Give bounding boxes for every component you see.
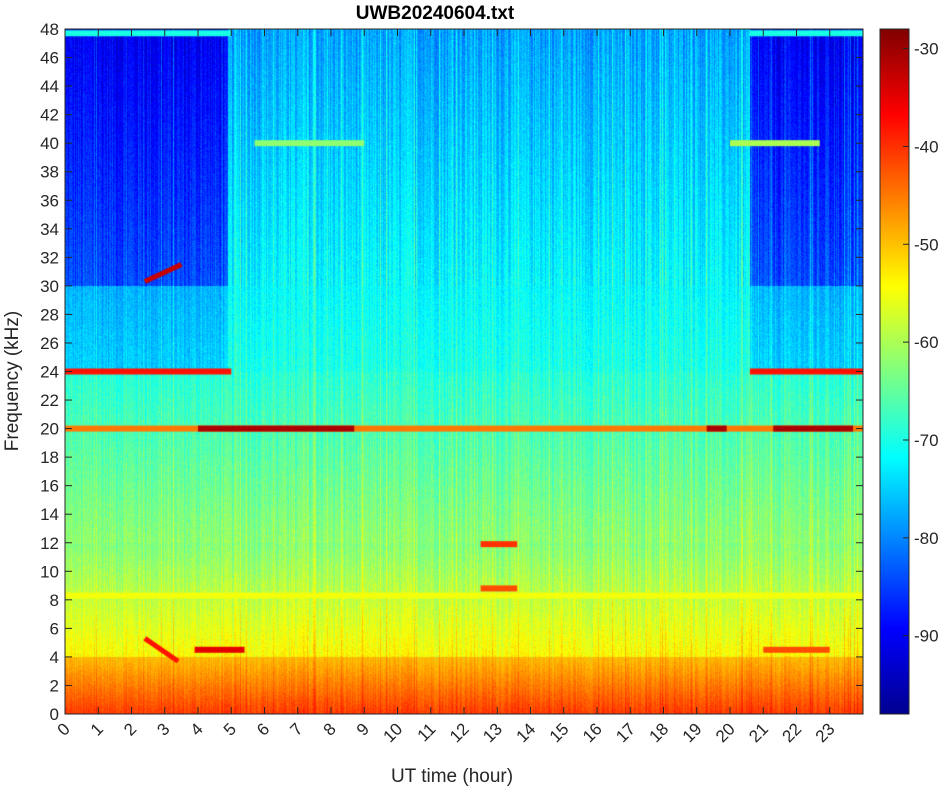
x-tick-label: 19: [679, 719, 706, 746]
colorbar-ticks: -30 -40 -50 -60 -70 -80 -90: [903, 40, 939, 646]
y-tick-label: 40: [40, 134, 59, 153]
x-tick-label: 7: [286, 719, 306, 739]
colorbar-tick-label: -70: [914, 431, 939, 450]
x-tick-label: 1: [87, 719, 107, 739]
y-tick-label: 36: [40, 191, 59, 210]
x-tick-label: 16: [579, 719, 606, 746]
x-tick-label: 2: [120, 719, 140, 739]
y-tick-label: 32: [40, 248, 59, 267]
y-axis-label: Frequency (kHz): [2, 311, 23, 451]
y-tick-label: 4: [50, 648, 59, 667]
x-tick-label: 3: [153, 719, 173, 739]
y-tick-label: 2: [50, 676, 59, 695]
y-tick-label: 46: [40, 49, 59, 68]
y-tick-label: 24: [40, 363, 59, 382]
x-tick-label: 23: [812, 719, 839, 746]
colorbar-tick-label: -50: [914, 235, 939, 254]
colorbar-tick-label: -30: [914, 40, 939, 59]
x-tick-label: 10: [380, 719, 407, 746]
y-tick-label: 22: [40, 391, 59, 410]
x-tick-label: 17: [612, 719, 639, 746]
y-tick-label: 6: [50, 619, 59, 638]
y-tick-label: 48: [40, 20, 59, 39]
x-tick-label: 13: [479, 719, 506, 746]
x-tick-label: 21: [745, 719, 772, 746]
chart-title: UWB20240604.txt: [356, 3, 515, 24]
y-tick-label: 42: [40, 106, 59, 125]
x-tick-label: 4: [187, 719, 207, 739]
colorbar-tick-label: -40: [914, 137, 939, 156]
y-tick-label: 0: [50, 705, 59, 724]
y-axis: 0246810121416182022242628303234363840424…: [40, 20, 863, 724]
colorbar-tick-label: -90: [914, 627, 939, 646]
x-tick-label: 22: [779, 719, 806, 746]
y-tick-label: 8: [50, 591, 59, 610]
y-tick-label: 44: [40, 77, 59, 96]
x-tick-label: 6: [253, 719, 273, 739]
y-tick-label: 10: [40, 562, 59, 581]
y-tick-label: 12: [40, 534, 59, 553]
colorbar: [879, 28, 910, 715]
y-tick-label: 14: [40, 505, 59, 524]
y-tick-label: 18: [40, 448, 59, 467]
y-tick-label: 16: [40, 477, 59, 496]
x-tick-label: 11: [414, 719, 440, 745]
y-tick-label: 20: [40, 420, 59, 439]
x-tick-label: 15: [546, 719, 573, 746]
y-tick-label: 28: [40, 305, 59, 324]
spectrogram-plot-area: [65, 29, 863, 714]
spectrogram-heatmap: [65, 29, 863, 714]
x-tick-label: 9: [353, 719, 373, 739]
y-tick-label: 26: [40, 334, 59, 353]
x-tick-label: 20: [712, 719, 739, 746]
x-tick-label: 18: [646, 719, 673, 746]
y-tick-label: 34: [40, 220, 59, 239]
colorbar-tick-label: -60: [914, 333, 939, 352]
colorbar-tick-label: -80: [914, 529, 939, 548]
y-tick-label: 30: [40, 277, 59, 296]
x-tick-label: 14: [513, 719, 540, 746]
x-tick-label: 5: [220, 719, 240, 739]
x-axis-label: UT time (hour): [391, 766, 513, 786]
x-tick-label: 12: [446, 719, 473, 746]
y-tick-label: 38: [40, 163, 59, 182]
x-tick-label: 8: [320, 719, 340, 739]
